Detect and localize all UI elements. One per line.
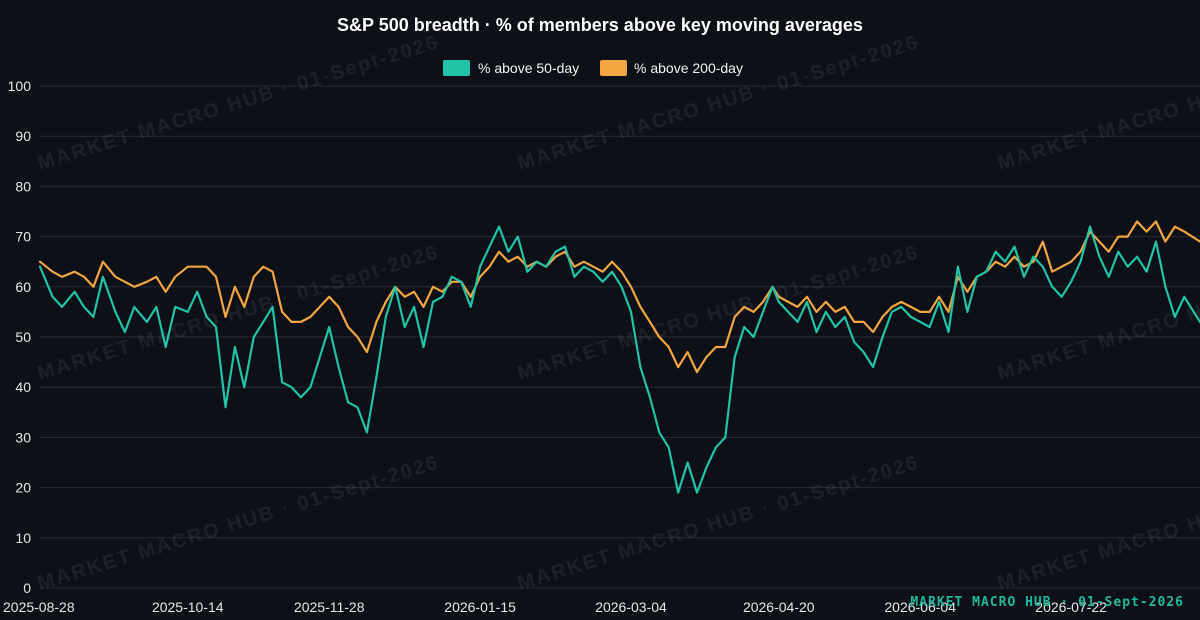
x-tick-label: 2026-07-22 [1035,599,1107,615]
x-tick-label: 2026-01-15 [444,599,516,615]
series-line-200day [38,220,1200,374]
footer-watermark: MARKET MACRO HUB · 01-Sept-2026 [910,595,1184,610]
y-tick-label: 10 [15,530,31,546]
y-tick-label: 50 [15,329,31,345]
watermark-text: MARKET MACRO HUB · 01-Sept-2026 [995,241,1200,384]
y-tick-label: 0 [23,580,31,596]
watermark-text: MARKET MACRO HUB · 01-Sept-2026 [995,451,1200,594]
y-axis: 0 10 20 30 40 50 60 70 80 90 100 [8,78,32,596]
x-tick-label: 2025-11-28 [294,599,365,615]
y-tick-label: 30 [15,429,31,445]
y-tick-label: 80 [15,178,31,194]
y-tick-label: 90 [15,128,31,144]
x-tick-label: 2026-04-20 [743,599,815,615]
watermark-text: MARKET MACRO HUB · 01-Sept-2026 [515,31,922,174]
gridlines [40,85,1200,589]
y-tick-label: 20 [15,480,31,496]
watermark-text: MARKET MACRO HUB · 01-Sept-2026 [515,451,922,594]
y-tick-label: 60 [15,279,31,295]
watermark-layer: MARKET MACRO HUB · 01-Sept-2026 MARKET MA… [35,31,1200,594]
y-tick-label: 40 [15,379,31,395]
legend-label-50day: % above 50-day [478,60,579,76]
x-tick-label: 2026-06-04 [884,599,956,615]
series-line-50day [38,225,1200,494]
watermark-text: MARKET MACRO HUB · 01-Sept-2026 [995,31,1200,174]
watermark-text: MARKET MACRO HUB · 01-Sept-2026 [515,241,922,384]
legend: % above 50-day % above 200-day [443,60,743,76]
x-axis: 2025-08-28 2025-10-14 2025-11-28 2026-01-15… [3,599,1107,615]
legend-label-200day: % above 200-day [634,60,743,76]
legend-swatch-200day [600,60,627,76]
watermark-text: MARKET MACRO HUB · 01-Sept-2026 [35,31,442,174]
y-tick-label: 70 [15,229,31,245]
chart-title: S&P 500 breadth · % of members above key… [337,15,863,35]
series-layer [38,220,1200,494]
y-tick-label: 100 [8,78,32,94]
x-tick-label: 2026-03-04 [595,599,667,615]
x-tick-label: 2025-10-14 [152,599,224,615]
watermark-text: MARKET MACRO HUB · 01-Sept-2026 [35,451,442,594]
x-tick-label: 2025-08-28 [3,599,75,615]
legend-swatch-50day [443,60,470,76]
